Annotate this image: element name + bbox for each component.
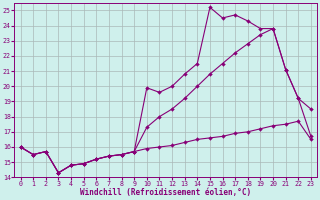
X-axis label: Windchill (Refroidissement éolien,°C): Windchill (Refroidissement éolien,°C) (80, 188, 251, 197)
